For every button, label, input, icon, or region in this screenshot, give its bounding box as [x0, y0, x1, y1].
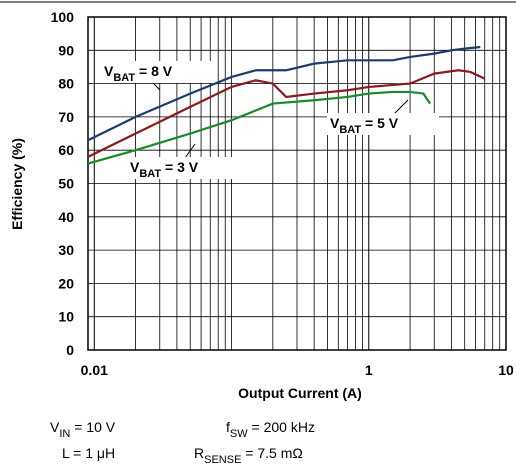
y-tick-label: 30 — [58, 242, 74, 258]
series-label: VBAT = 5 V — [330, 115, 399, 136]
plot-frame — [87, 16, 507, 351]
label-bg — [327, 113, 439, 135]
y-tick-label: 90 — [58, 42, 74, 58]
condition-note-main: R — [194, 445, 204, 461]
condition-note: RSENSE = 7.5 mΩ — [194, 445, 303, 466]
condition-note-rest: = 10 V — [70, 419, 115, 435]
condition-note-sub: IN — [59, 428, 70, 440]
leader-line — [184, 143, 196, 159]
y-tick-label: 10 — [58, 309, 74, 325]
x-tick-label: 10 — [498, 362, 514, 378]
condition-note-main: L = 1 μH — [62, 445, 115, 461]
series-label-rest: = 5 V — [361, 115, 399, 131]
series-label-rest: = 3 V — [161, 159, 199, 175]
label-bg — [127, 157, 239, 179]
series-label-main: V — [130, 159, 140, 175]
condition-note-main: V — [50, 419, 60, 435]
condition-note: L = 1 μH — [62, 445, 115, 461]
y-axis-label: Efficiency (%) — [9, 138, 25, 230]
y-tick-label: 60 — [58, 142, 74, 158]
condition-note: VIN = 10 V — [50, 419, 116, 440]
y-tick-label: 80 — [58, 76, 74, 92]
series-label-sub: BAT — [139, 168, 161, 180]
y-tick-label: 0 — [66, 342, 74, 358]
y-tick-label: 70 — [58, 109, 74, 125]
label-bg — [101, 61, 213, 83]
condition-note-rest: = 7.5 mΩ — [241, 445, 302, 461]
series-label: VBAT = 8 V — [104, 63, 173, 84]
condition-note-main: f — [226, 419, 230, 435]
x-axis-label: Output Current (A) — [238, 385, 362, 401]
series-label-main: V — [330, 115, 340, 131]
series-label-sub: BAT — [113, 72, 135, 84]
condition-note: fSW = 200 kHz — [226, 419, 315, 440]
y-tick-label: 20 — [58, 275, 74, 291]
x-tick-label: 1 — [365, 362, 373, 378]
series-line — [87, 69, 486, 158]
y-tick-label: 40 — [58, 209, 74, 225]
y-tick-label: 50 — [58, 176, 74, 192]
condition-note-sub: SENSE — [204, 454, 241, 466]
x-tick-label: 0.01 — [81, 362, 108, 378]
condition-note-sub: SW — [230, 428, 248, 440]
series-label: VBAT = 3 V — [130, 159, 199, 180]
series-label-sub: BAT — [339, 124, 361, 136]
series-line — [87, 90, 432, 165]
series-label-main: V — [104, 63, 114, 79]
y-tick-label: 100 — [51, 9, 75, 25]
series-line — [87, 45, 481, 142]
condition-note-rest: = 200 kHz — [248, 419, 315, 435]
series-label-rest: = 8 V — [135, 63, 173, 79]
